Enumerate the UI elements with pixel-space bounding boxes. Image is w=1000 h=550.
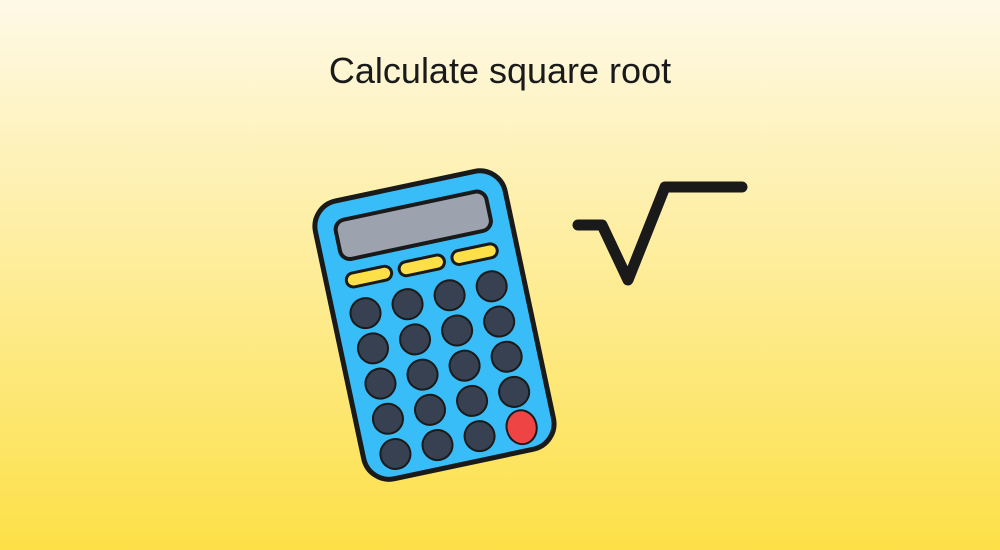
- calculator-icon: [301, 157, 570, 499]
- square-root-icon: [570, 175, 750, 300]
- page-title: Calculate square root: [329, 50, 671, 92]
